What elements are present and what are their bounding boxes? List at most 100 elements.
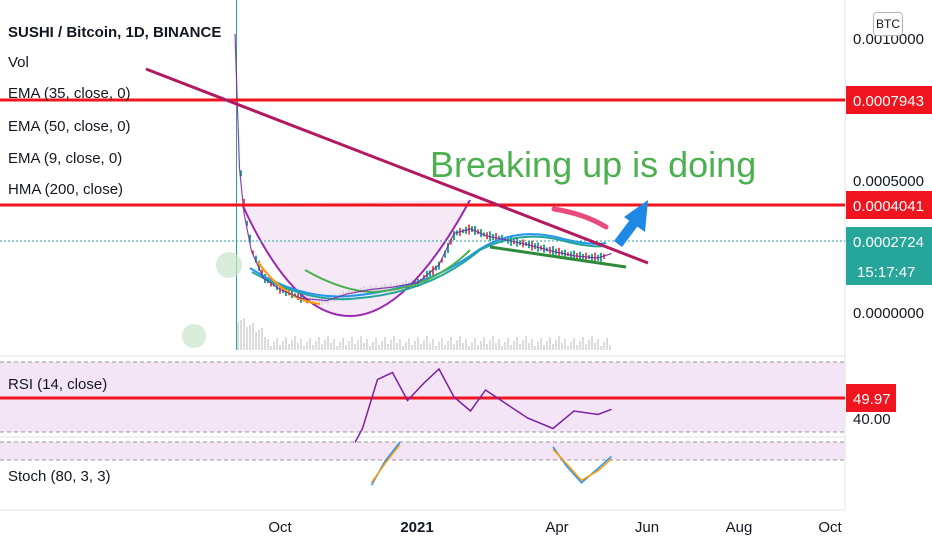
volume-bar — [288, 344, 290, 350]
volume-bar — [504, 342, 506, 350]
rsi-line — [354, 367, 612, 443]
volume-bar — [606, 338, 608, 350]
volume-bar — [309, 338, 311, 350]
breakout-arrow-shaft — [614, 217, 640, 247]
volume-bar — [369, 346, 371, 350]
volume-bar — [558, 336, 560, 350]
hma-200-line — [257, 261, 321, 305]
candle — [423, 274, 425, 282]
price-tag — [846, 86, 932, 114]
volume-bar — [600, 346, 602, 350]
volume-bar — [360, 336, 362, 350]
volume-bar — [570, 342, 572, 350]
candle — [450, 238, 452, 245]
rsi-level-label: 40.00 — [853, 411, 891, 428]
time-axis: Oct 2021 Apr Jun Aug Oct — [268, 519, 842, 536]
candle — [261, 269, 263, 276]
volume-bar — [402, 346, 404, 350]
candle — [441, 258, 443, 263]
volume-bar — [528, 343, 530, 350]
volume-bar — [585, 344, 587, 350]
volume-bar — [321, 344, 323, 350]
volume-bar — [291, 340, 293, 350]
volume-bar — [366, 339, 368, 350]
price-tick-label: 0.0005000 — [853, 173, 924, 190]
volume-bar — [540, 338, 542, 350]
time-tick-label: Oct — [268, 519, 292, 536]
candle — [255, 255, 257, 263]
volume-bar — [342, 338, 344, 350]
volume-bar — [519, 344, 521, 350]
price-tick-label: 0.0010000 — [853, 31, 924, 48]
volume-bar — [531, 339, 533, 350]
time-tick-label: 2021 — [400, 519, 433, 536]
volume-bar — [354, 344, 356, 350]
volume-bar — [438, 342, 440, 350]
volume-bar — [300, 339, 302, 350]
volume-bar — [534, 346, 536, 350]
price-axis: 0.0007943 0.0004041 0.0002724 15:17:47 0.001… — [846, 31, 932, 428]
volume-bar — [303, 346, 305, 350]
volume-spike — [236, 0, 237, 350]
volume-bar — [474, 338, 476, 350]
volume-bar — [492, 336, 494, 350]
price-line — [234, 33, 612, 302]
stoch-pane-band — [0, 442, 845, 460]
volume-bar — [348, 341, 350, 350]
volume-bar — [417, 337, 419, 350]
volume-bar — [249, 325, 251, 350]
volume-bar — [582, 337, 584, 350]
volume-bar — [306, 342, 308, 350]
volume-bar — [267, 339, 269, 350]
volume-bar — [597, 339, 599, 350]
indicator-ema-35: EMA (35, close, 0) — [8, 85, 131, 102]
volume-bar — [336, 346, 338, 350]
marker-circle — [216, 252, 242, 278]
volume-bar — [363, 343, 365, 350]
volume-bar — [525, 336, 527, 350]
volume-bar — [489, 340, 491, 350]
volume-bar — [480, 341, 482, 350]
candle — [240, 170, 242, 177]
volume-bar — [387, 344, 389, 350]
indicator-vol: Vol — [8, 54, 29, 71]
volume-bar — [318, 337, 320, 350]
horizontal-levels — [0, 98, 845, 400]
volume-bar — [381, 341, 383, 350]
volume-bar — [282, 341, 284, 350]
volume-bar — [501, 346, 503, 350]
volume-bar — [411, 345, 413, 350]
volume-bar — [357, 340, 359, 350]
volume-bar — [450, 337, 452, 350]
indicator-ema-9: EMA (9, close, 0) — [8, 150, 122, 167]
volume-bar — [483, 337, 485, 350]
pink-arc — [551, 206, 609, 230]
price-tick-label: 0.0000000 — [853, 305, 924, 322]
volume-bars — [236, 0, 611, 350]
volume-bar — [237, 322, 239, 350]
volume-bar — [465, 339, 467, 350]
volume-bar — [264, 337, 266, 350]
volume-bar — [258, 330, 260, 350]
volume-bar — [315, 341, 317, 350]
volume-bar — [573, 338, 575, 350]
volume-bar — [435, 346, 437, 350]
currency-button[interactable]: BTC — [873, 12, 903, 36]
volume-bar — [312, 345, 314, 350]
volume-bar — [252, 323, 254, 350]
candle — [435, 265, 437, 271]
candle — [432, 266, 434, 276]
volume-bar — [567, 346, 569, 350]
price-series-line — [234, 33, 612, 302]
candle — [246, 220, 248, 226]
rsi-label: RSI (14, close) — [8, 376, 107, 393]
volume-bar — [507, 338, 509, 350]
volume-bar — [543, 345, 545, 350]
volume-bar — [498, 339, 500, 350]
cup-arc — [241, 199, 471, 317]
volume-bar — [324, 340, 326, 350]
volume-bar — [273, 342, 275, 350]
volume-bar — [444, 345, 446, 350]
candle — [426, 270, 428, 281]
